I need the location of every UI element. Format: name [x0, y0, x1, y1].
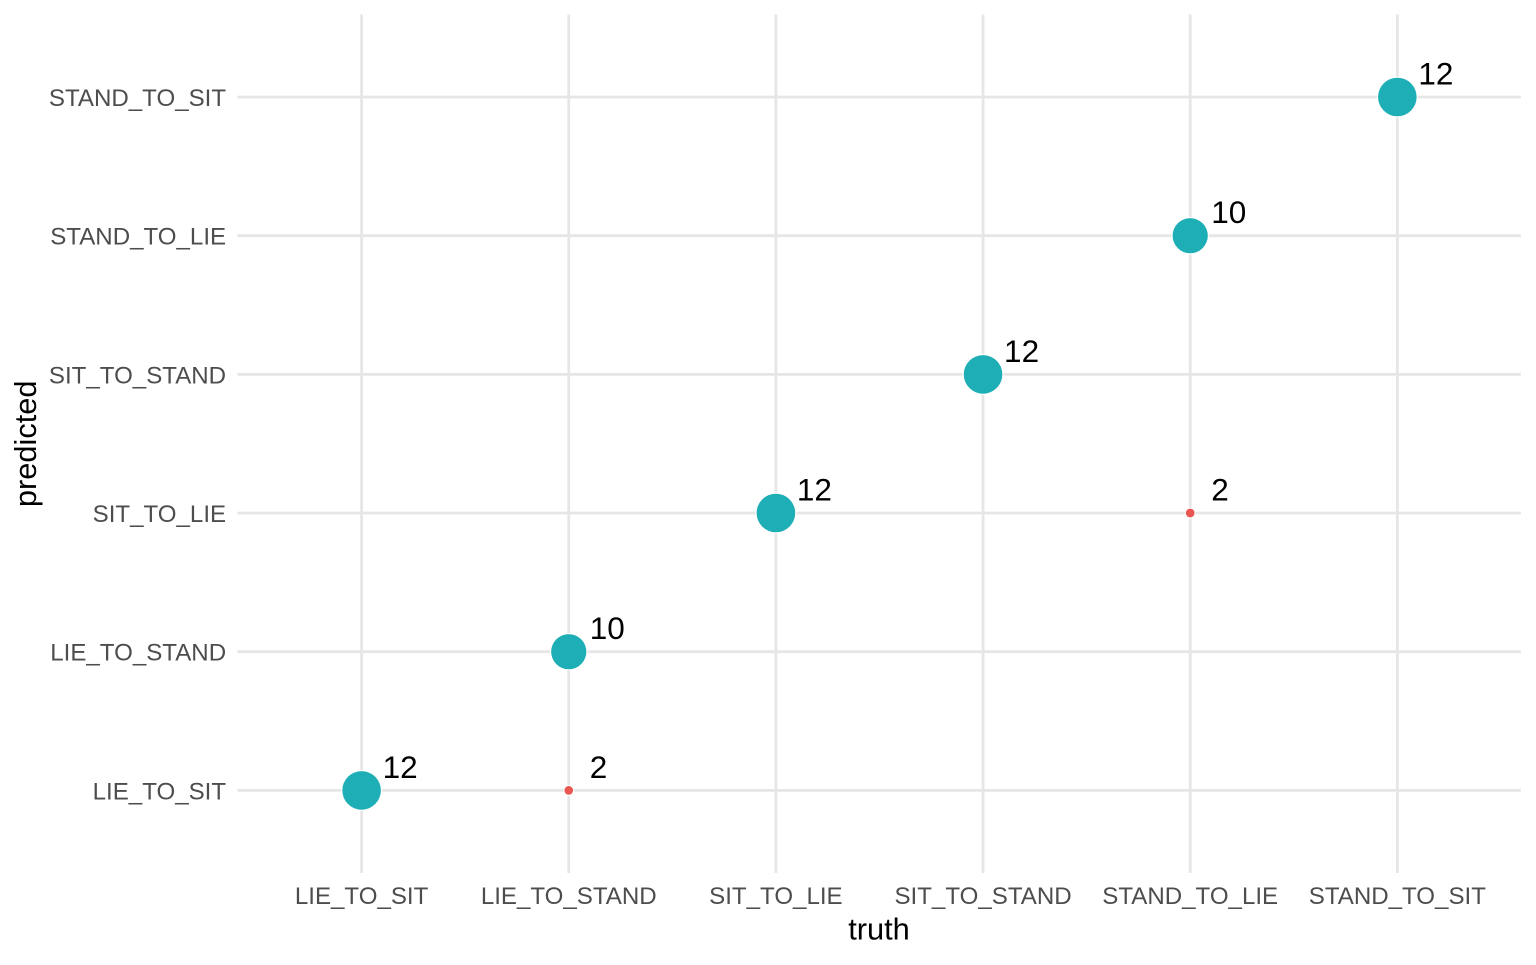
- svg-text:LIE_TO_STAND: LIE_TO_STAND: [481, 883, 657, 910]
- svg-text:SIT_TO_LIE: SIT_TO_LIE: [709, 883, 842, 910]
- svg-text:predicted: predicted: [8, 380, 43, 507]
- svg-text:LIE_TO_SIT: LIE_TO_SIT: [93, 778, 227, 805]
- svg-text:2: 2: [590, 749, 608, 785]
- svg-text:STAND_TO_SIT: STAND_TO_SIT: [1309, 883, 1486, 910]
- svg-text:LIE_TO_STAND: LIE_TO_STAND: [50, 640, 226, 667]
- svg-text:10: 10: [590, 610, 625, 646]
- svg-text:SIT_TO_STAND: SIT_TO_STAND: [894, 883, 1071, 910]
- svg-text:LIE_TO_SIT: LIE_TO_SIT: [295, 883, 429, 910]
- svg-text:truth: truth: [848, 912, 910, 947]
- svg-text:12: 12: [383, 749, 418, 785]
- svg-text:12: 12: [1418, 55, 1453, 91]
- svg-text:SIT_TO_STAND: SIT_TO_STAND: [49, 362, 226, 389]
- svg-text:STAND_TO_LIE: STAND_TO_LIE: [50, 224, 226, 251]
- svg-text:SIT_TO_LIE: SIT_TO_LIE: [93, 501, 226, 528]
- svg-text:10: 10: [1211, 194, 1246, 230]
- svg-text:STAND_TO_LIE: STAND_TO_LIE: [1102, 883, 1278, 910]
- svg-text:2: 2: [1211, 471, 1229, 507]
- svg-text:12: 12: [1004, 333, 1039, 369]
- svg-text:12: 12: [797, 471, 832, 507]
- svg-text:STAND_TO_SIT: STAND_TO_SIT: [49, 85, 226, 112]
